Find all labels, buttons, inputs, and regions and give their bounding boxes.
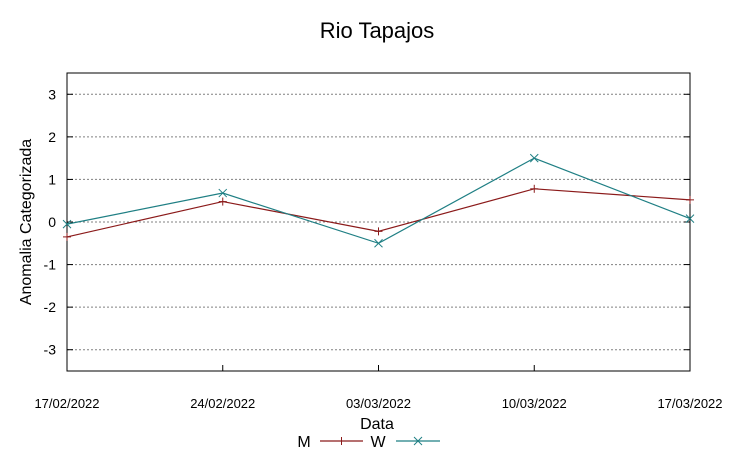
- y-tick-label: -2: [44, 299, 57, 315]
- y-tick-label: 1: [48, 171, 56, 187]
- x-tick-label: 03/03/2022: [346, 396, 411, 411]
- legend-label-m: M: [297, 434, 310, 451]
- data-point-w: [529, 153, 539, 163]
- data-point-m: [530, 184, 539, 193]
- y-tick-label: 3: [48, 86, 56, 102]
- x-tick-label: 17/02/2022: [34, 396, 99, 411]
- y-axis-label: Anomalia Categorizada: [18, 139, 35, 305]
- data-point-m: [63, 232, 71, 241]
- y-axis-ticks: 3 2 1 0 -1 -2 -3: [44, 86, 690, 358]
- y-tick-label: 0: [48, 214, 56, 230]
- data-point-w: [685, 214, 695, 223]
- x-tick-label: 24/02/2022: [190, 396, 255, 411]
- x-tick-label: 10/03/2022: [502, 396, 567, 411]
- chart-title: Rio Tapajos: [320, 18, 435, 43]
- legend-label-w: W: [370, 434, 386, 451]
- data-point-w: [374, 238, 383, 248]
- legend-marker-w: [413, 436, 423, 446]
- data-point-m: [686, 195, 694, 204]
- y-tick-label: -3: [44, 342, 57, 358]
- data-point-m: [218, 197, 227, 206]
- data-point-w: [218, 188, 228, 198]
- data-point-m: [374, 227, 383, 236]
- y-tick-label: -1: [44, 257, 57, 273]
- x-axis-label: Data: [360, 416, 394, 433]
- series-group: [62, 153, 695, 248]
- x-tick-label: 17/03/2022: [657, 396, 722, 411]
- data-point-w: [62, 219, 72, 229]
- grid-lines: [67, 93, 690, 351]
- y-tick-label: 2: [48, 129, 56, 145]
- x-axis-ticks: 17/02/2022 24/02/2022 03/03/2022 10/03/2022…: [34, 365, 723, 411]
- legend-marker-m: [337, 437, 346, 445]
